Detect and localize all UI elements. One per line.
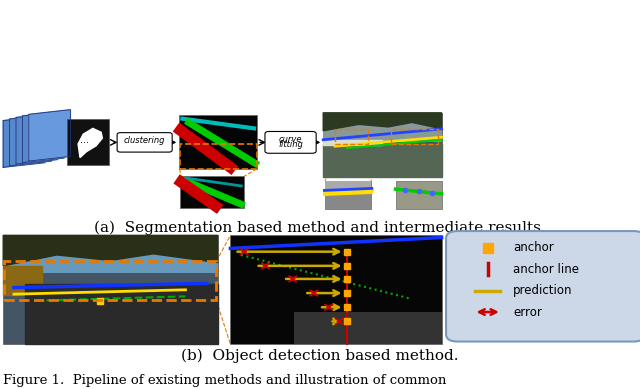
FancyBboxPatch shape [446,231,640,342]
Polygon shape [3,266,42,295]
Polygon shape [10,114,51,166]
Text: anchor line: anchor line [513,263,579,276]
Bar [179,115,257,169]
Polygon shape [29,110,70,161]
Polygon shape [323,113,442,131]
FancyBboxPatch shape [117,133,172,152]
Polygon shape [3,235,218,266]
Text: anchor: anchor [513,241,554,254]
Bar [325,181,371,209]
Text: Figure 1.  Pipeline of existing methods and illustration of common: Figure 1. Pipeline of existing methods a… [3,374,447,387]
Polygon shape [22,111,64,163]
Text: curve: curve [279,135,302,144]
Polygon shape [323,144,442,177]
Text: fitting: fitting [278,140,303,149]
Bar [180,144,257,169]
Text: prediction: prediction [513,284,573,297]
Bar [390,130,438,144]
Polygon shape [323,140,383,145]
Bar [396,181,442,209]
Text: ...: ... [80,135,89,145]
Bar [325,181,371,194]
Bar [180,176,244,208]
FancyBboxPatch shape [265,131,316,153]
Polygon shape [16,113,58,164]
Text: (a)  Segmentation based method and intermediate results.: (a) Segmentation based method and interm… [94,221,546,235]
Polygon shape [3,116,45,167]
Text: clustering: clustering [124,136,165,145]
Bar [230,235,442,344]
Text: error: error [513,305,542,319]
Bar [323,113,442,177]
Bar [4,261,216,300]
Bar [3,235,218,344]
Bar [294,312,442,344]
Polygon shape [78,128,102,158]
Bar [67,119,109,165]
Bar [3,235,218,273]
Bar [323,113,442,142]
Text: (b)  Object detection based method.: (b) Object detection based method. [181,349,459,363]
Bar [335,130,368,144]
Polygon shape [25,284,218,344]
